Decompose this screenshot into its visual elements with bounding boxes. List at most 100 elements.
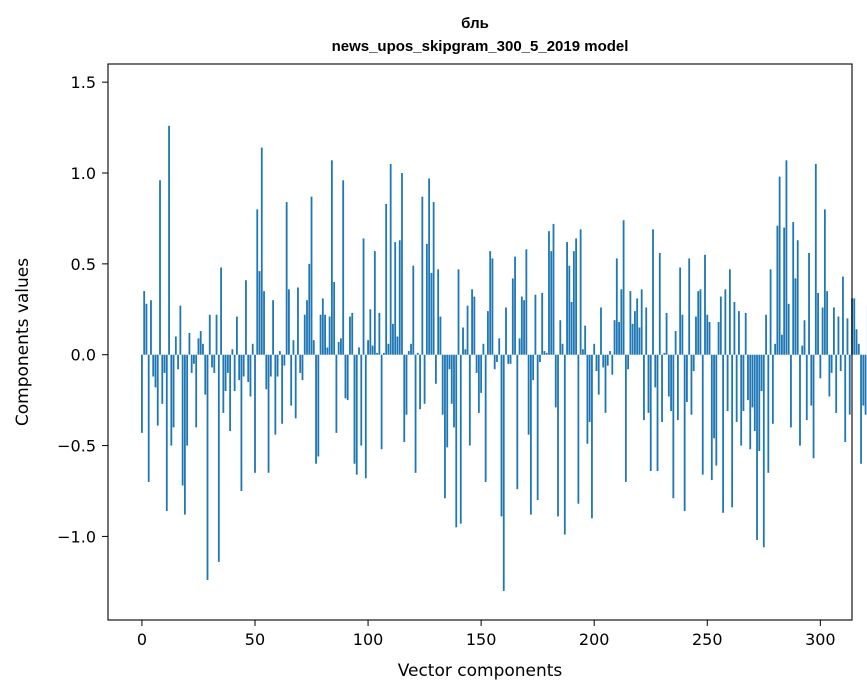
bar xyxy=(738,311,740,355)
bar xyxy=(584,325,587,355)
bar xyxy=(396,336,399,355)
bar xyxy=(181,354,184,486)
bar xyxy=(591,354,593,519)
bar xyxy=(272,300,274,355)
bar xyxy=(575,238,578,355)
bar xyxy=(349,316,351,355)
bar xyxy=(652,229,654,355)
bar xyxy=(226,354,229,373)
bar xyxy=(439,316,442,355)
bar xyxy=(593,343,596,355)
bar xyxy=(407,351,410,355)
bar xyxy=(344,354,347,399)
bar xyxy=(588,354,591,422)
bar xyxy=(247,354,250,382)
bar xyxy=(306,300,308,355)
bar xyxy=(441,354,444,415)
bar xyxy=(174,336,177,355)
bar xyxy=(529,354,532,515)
bar xyxy=(260,147,263,355)
bar xyxy=(634,311,636,355)
bar xyxy=(823,209,826,355)
bar xyxy=(170,354,173,446)
bar xyxy=(559,320,562,355)
x-tick-label: 200 xyxy=(579,630,610,649)
bar xyxy=(554,354,557,408)
bar xyxy=(604,354,607,413)
bar xyxy=(188,332,191,355)
bar xyxy=(550,251,553,355)
bar xyxy=(857,343,860,355)
bar xyxy=(462,327,464,355)
bar xyxy=(342,180,345,355)
bar xyxy=(647,354,650,413)
bar xyxy=(695,316,697,355)
bar xyxy=(466,305,469,355)
y-tick-label: −0.5 xyxy=(57,437,96,456)
bar xyxy=(618,322,620,355)
bar xyxy=(453,354,455,428)
bar xyxy=(505,307,507,355)
bar xyxy=(190,354,193,373)
bar xyxy=(792,222,795,355)
bar xyxy=(627,354,630,370)
bar xyxy=(213,354,216,373)
bar xyxy=(597,354,600,395)
bar xyxy=(496,354,498,362)
bar xyxy=(842,276,844,355)
bar xyxy=(860,354,862,464)
bar xyxy=(360,354,363,446)
bar xyxy=(758,354,761,452)
bar xyxy=(581,349,584,355)
bar xyxy=(692,354,695,372)
bar xyxy=(156,354,159,426)
bar xyxy=(328,316,331,355)
bar xyxy=(154,354,157,388)
bar xyxy=(285,202,288,355)
bar xyxy=(710,354,713,481)
bar xyxy=(572,251,575,355)
bar xyxy=(645,307,648,355)
bar xyxy=(803,320,806,355)
bar xyxy=(534,294,537,355)
y-tick-label: −1.0 xyxy=(57,527,96,546)
bar xyxy=(267,354,270,473)
bar xyxy=(586,354,589,444)
bar xyxy=(683,354,686,511)
bar xyxy=(704,254,706,355)
bar xyxy=(742,354,745,412)
bar xyxy=(425,243,428,355)
bar xyxy=(319,314,322,355)
bar xyxy=(778,176,781,355)
bar xyxy=(620,289,623,355)
bar xyxy=(475,354,478,373)
bar xyxy=(679,267,682,355)
bar xyxy=(233,354,236,392)
bar xyxy=(165,354,168,511)
bar xyxy=(751,354,754,408)
bar xyxy=(245,280,247,355)
bar xyxy=(760,354,763,392)
bar xyxy=(810,354,813,406)
bar xyxy=(355,354,358,475)
bar xyxy=(238,354,241,381)
bar xyxy=(774,343,777,355)
bar xyxy=(152,354,155,377)
bar xyxy=(835,354,838,413)
bar xyxy=(177,354,180,370)
bar xyxy=(629,291,632,355)
bar xyxy=(719,296,722,355)
bar xyxy=(749,354,752,450)
bar xyxy=(563,354,566,535)
bar xyxy=(283,354,286,366)
bar xyxy=(787,303,790,355)
x-tick-label: 250 xyxy=(692,630,723,649)
bar xyxy=(837,316,840,355)
bar xyxy=(697,291,700,355)
bar xyxy=(358,347,360,355)
bar xyxy=(423,354,426,404)
bar xyxy=(398,240,401,355)
bar xyxy=(450,354,453,404)
bar xyxy=(518,338,521,355)
bar xyxy=(649,354,652,472)
